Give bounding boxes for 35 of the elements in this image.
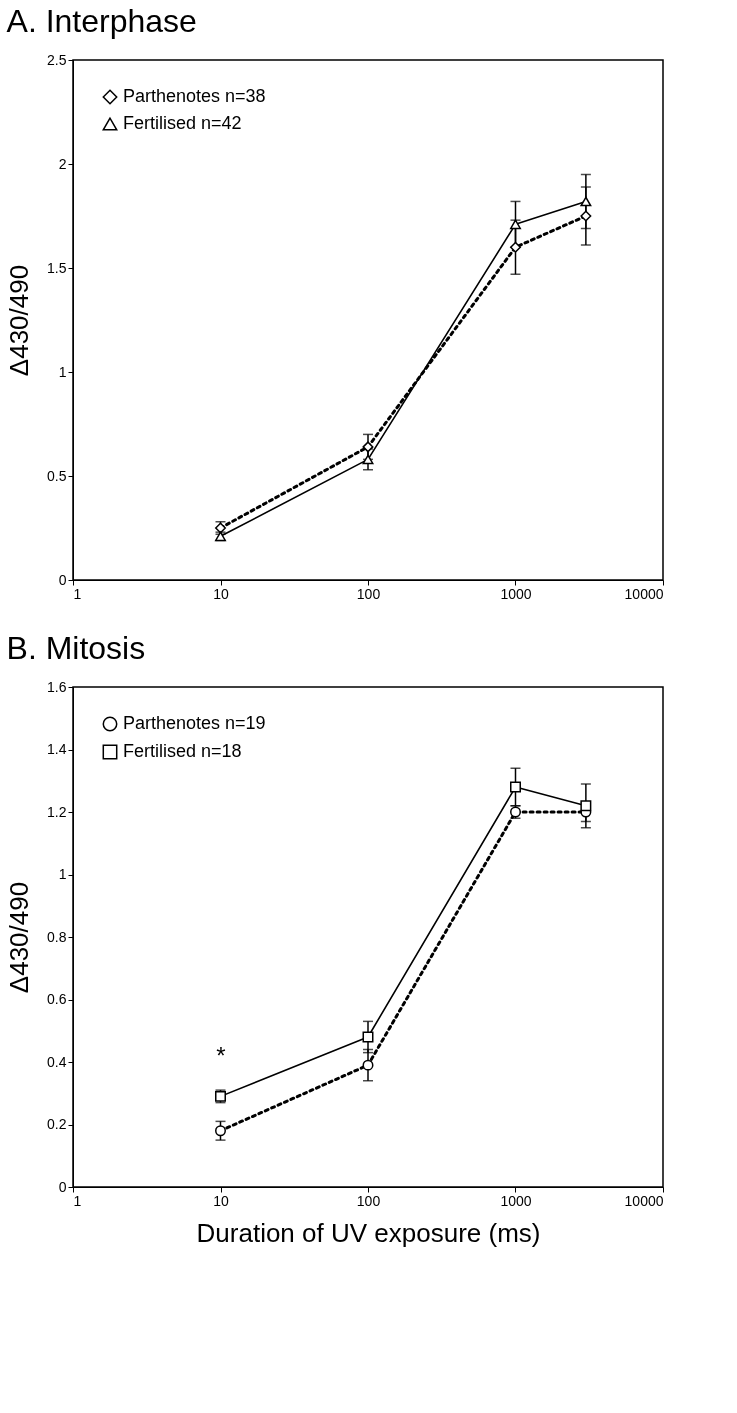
x-tick-label: 10000 [624, 585, 664, 602]
y-tick-label: 1.4 [47, 741, 67, 757]
y-tick-label: 1.2 [47, 803, 67, 820]
y-tick-label: 0 [58, 571, 67, 588]
x-tick-label: 10 [213, 585, 229, 602]
y-tick-label: 1.6 [47, 678, 67, 695]
y-tick-label: 2 [58, 155, 67, 172]
y-tick-label: 0.2 [47, 1116, 67, 1132]
x-axis-title: Duration of UV exposure (ms) [196, 1217, 541, 1248]
y-tick-label: 0.8 [47, 928, 67, 945]
x-tick-label: 1 [73, 1192, 82, 1209]
legend-label: Fertilised n=18 [123, 741, 242, 761]
legend-label: Parthenotes n=38 [123, 86, 266, 106]
chart-title: B. Mitosis [6, 630, 146, 666]
x-tick-label: 100 [356, 1192, 381, 1209]
y-axis-title: Δ430/490 [4, 881, 35, 994]
legend-label: Parthenotes n=19 [123, 713, 266, 733]
x-tick-label: 1000 [500, 585, 532, 602]
x-tick-label: 10 [213, 1192, 229, 1209]
y-axis-title: Δ430/490 [4, 264, 35, 377]
x-tick-label: 10000 [624, 1192, 664, 1209]
y-tick-label: 0.5 [47, 467, 67, 484]
y-tick-label: 0.6 [47, 991, 67, 1007]
x-tick-label: 100 [356, 585, 381, 602]
x-tick-label: 1000 [500, 1192, 532, 1209]
x-tick-label: 1 [73, 585, 82, 602]
y-tick-label: 1 [58, 363, 67, 380]
chart-title: A. Interphase [6, 3, 197, 39]
legend-label: Fertilised n=42 [123, 113, 242, 133]
y-tick-label: 1 [58, 866, 67, 882]
annotation: * [216, 1042, 226, 1069]
y-tick-label: 0 [58, 1178, 67, 1195]
y-tick-label: 1.5 [47, 259, 67, 276]
y-tick-label: 0.4 [47, 1053, 67, 1070]
y-tick-label: 2.5 [47, 51, 67, 68]
